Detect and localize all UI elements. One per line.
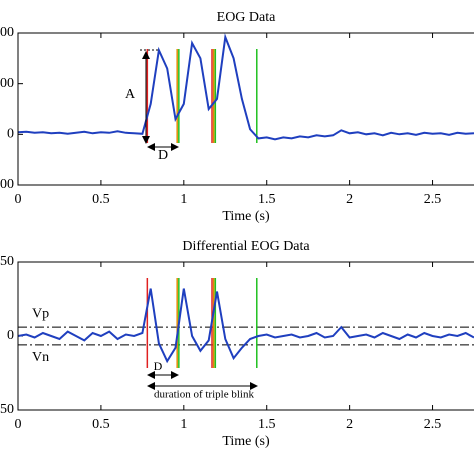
x-axis-label: Time (s) [222, 209, 270, 224]
x-tick-label: 2 [346, 192, 353, 207]
y-tick-label: 0 [7, 127, 14, 142]
y-tick-label: 50 [0, 254, 14, 269]
annotation: D [154, 359, 163, 373]
y-tick-label: -50 [0, 402, 14, 417]
x-tick-label: 0 [15, 192, 22, 207]
x-axis-label: Time (s) [222, 434, 270, 449]
annotation: D [158, 148, 168, 163]
x-tick-label: 1 [180, 192, 187, 207]
threshold-label: Vn [32, 350, 49, 365]
x-tick-label: 2.5 [424, 192, 442, 207]
x-tick-label: 0.5 [92, 192, 110, 207]
x-tick-label: 2 [346, 417, 353, 432]
chart-title: Differential EOG Data [182, 239, 310, 254]
x-tick-label: 0 [15, 417, 22, 432]
x-tick-label: 1.5 [258, 417, 276, 432]
axes-frame [17, 261, 474, 411]
data-line [17, 33, 474, 141]
chart-title: EOG Data [217, 10, 276, 25]
x-tick-label: 2.5 [424, 417, 442, 432]
y-tick-label: 500 [0, 76, 14, 91]
axes-frame [17, 32, 474, 186]
annotation: A [125, 87, 136, 102]
x-tick-label: 1.5 [258, 192, 276, 207]
x-tick-label: 1 [180, 417, 187, 432]
y-tick-label: -500 [0, 177, 14, 192]
y-tick-label: 0 [7, 328, 14, 343]
x-tick-label: 0.5 [92, 417, 110, 432]
annotation: duration of triple blink [154, 389, 254, 401]
data-line [17, 288, 474, 364]
y-tick-label: 1000 [0, 25, 14, 40]
threshold-label: Vp [32, 306, 49, 321]
